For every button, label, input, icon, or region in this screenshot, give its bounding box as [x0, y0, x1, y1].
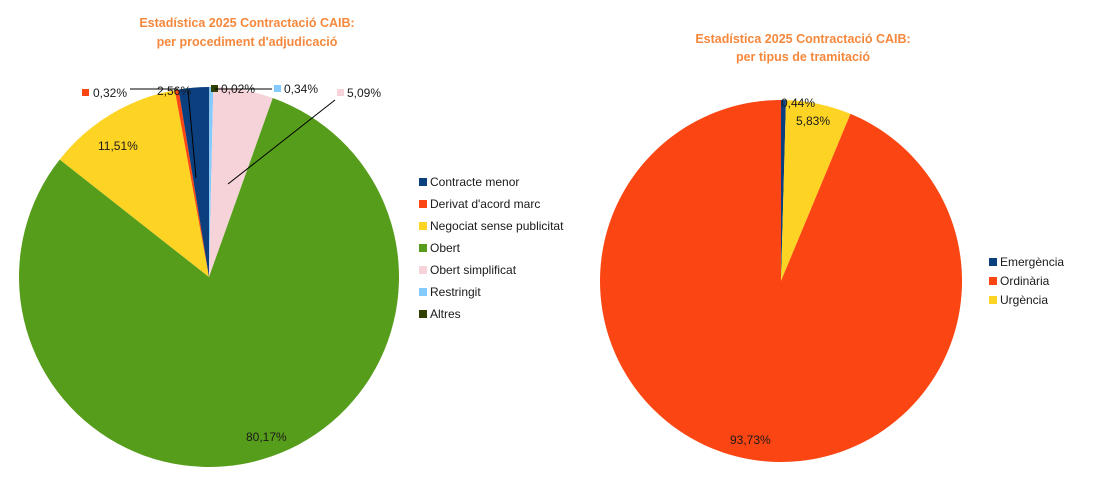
legend-swatch-altres	[419, 310, 427, 318]
legend-swatch-ordinaria	[989, 277, 997, 285]
legend-swatch-urgencia	[989, 296, 997, 304]
legend-swatch-contracte-menor	[419, 178, 427, 186]
legend-label-ordinaria: Ordinària	[1000, 274, 1050, 288]
data-label-urgencia: 5,83%	[796, 114, 830, 128]
data-label-negociat-sense-publicitat: 11,51%	[98, 139, 138, 153]
pie-slice-urgencia	[781, 100, 851, 281]
chart2-subtitle: per tipus de tramitació	[736, 50, 870, 64]
pie-slice-emergencia	[781, 100, 786, 281]
legend-label-obert: Obert	[430, 241, 461, 255]
legend-label-emergencia: Emergència	[1000, 255, 1064, 269]
legend-swatch-negociat-sense-publicitat	[419, 222, 427, 230]
pie-chart-tramitacio: 0,44% 93,73% 5,83%	[600, 96, 963, 462]
leader-line-contracte-menor	[187, 89, 197, 179]
chart1-subtitle: per procediment d'adjudicació	[157, 35, 338, 49]
legend-swatch-emergencia	[989, 258, 997, 266]
pie-slice-contracte-menor	[178, 87, 209, 277]
legend-swatch-restringit	[419, 288, 427, 296]
legend-label-urgencia: Urgència	[1000, 293, 1048, 307]
legend-label-derivat-d-acord-marc: Derivat d'acord marc	[430, 197, 540, 211]
label-key-obert-simplificat	[337, 89, 344, 96]
pie-slice-restringit	[209, 87, 214, 277]
chart1-title: Estadística 2025 Contractació CAIB:	[139, 16, 354, 30]
pie-slice-ordinaria	[600, 100, 963, 462]
legend-label-restringit: Restringit	[430, 285, 481, 299]
data-label-contracte-menor: 2,56%	[157, 84, 191, 98]
pie-slice-obert-simplificat	[209, 87, 273, 277]
data-label-obert: 80,17%	[246, 430, 287, 444]
legend-swatch-obert-simplificat	[419, 266, 427, 274]
label-key-restringit	[274, 85, 281, 92]
data-label-emergencia: 0,44%	[781, 96, 815, 110]
label-key-altres	[211, 85, 218, 92]
pie-slice-negociat-sense-publicitat	[59, 90, 209, 277]
data-label-ordinaria: 93,73%	[730, 433, 771, 447]
legend-label-negociat-sense-publicitat: Negociat sense publicitat	[430, 219, 564, 233]
legend-swatch-derivat-d-acord-marc	[419, 200, 427, 208]
leader-line-obert-simplificat	[227, 99, 336, 185]
label-key-derivat-d-acord-marc	[82, 89, 89, 96]
data-label-obert-simplificat: 5,09%	[347, 86, 381, 100]
pie-slice-obert	[18, 98, 399, 468]
legend-label-contracte-menor: Contracte menor	[430, 175, 519, 189]
legend-procediment: Contracte menor Derivat d'acord marc Negoc…	[419, 175, 564, 321]
data-label-derivat-d-acord-marc: 0,32%	[93, 86, 127, 100]
data-label-restringit: 0,34%	[284, 82, 318, 96]
pie-chart-procediment: 2,56%0,32%11,51%80,17%5,09%0,34%0,02%	[18, 82, 399, 468]
legend-label-obert-simplificat: Obert simplificat	[430, 263, 517, 277]
pie-slice-derivat-d-acord-marc	[174, 89, 209, 277]
legend-swatch-obert	[419, 244, 427, 252]
legend-label-altres: Altres	[430, 307, 461, 321]
legend-tramitacio: Emergència Ordinària Urgència	[989, 255, 1064, 307]
chart2-title: Estadística 2025 Contractació CAIB:	[695, 32, 910, 46]
